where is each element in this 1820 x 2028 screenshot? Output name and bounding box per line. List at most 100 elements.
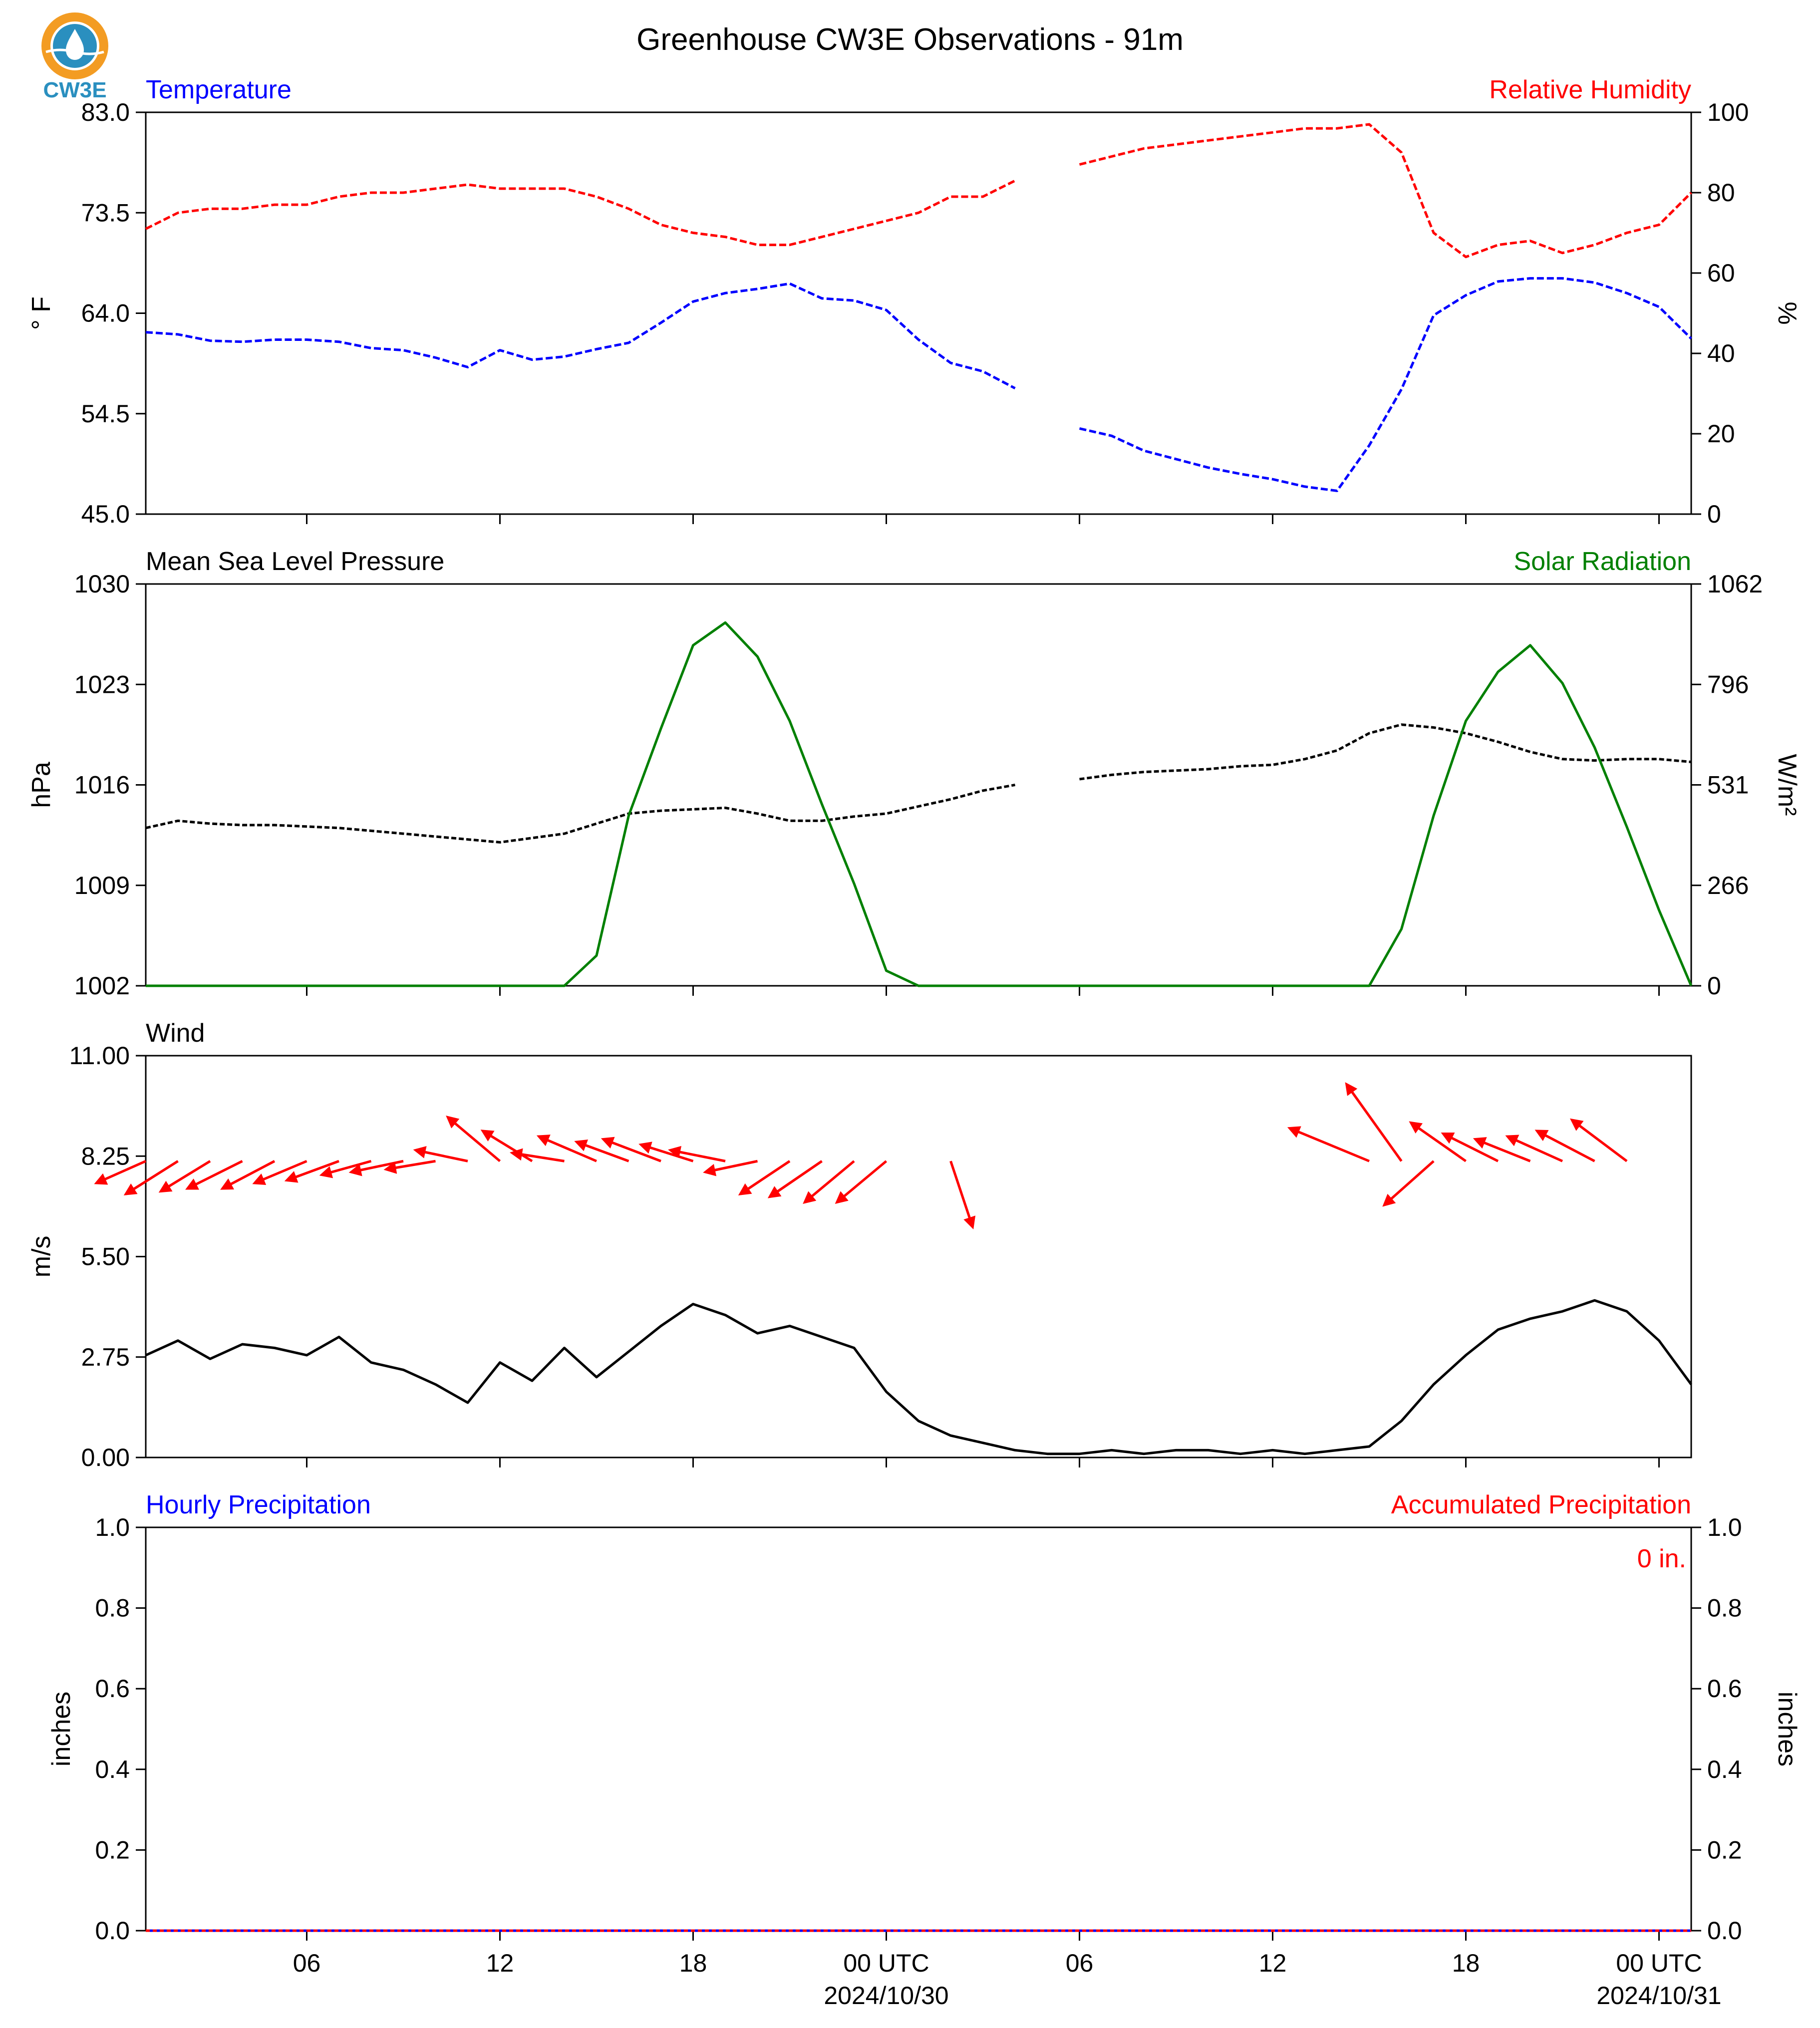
wind-vector-arrow: [123, 1160, 179, 1195]
wind-vector-arrow: [536, 1135, 597, 1162]
precip-total-annotation: 0 in.: [1637, 1544, 1686, 1573]
wind-vector-arrow: [767, 1160, 823, 1198]
wind-vector-arrow: [835, 1160, 888, 1204]
y-tick-label-right: 796: [1707, 670, 1749, 698]
wind-vector-arrow: [383, 1159, 436, 1174]
wind-vector-arrow: [803, 1160, 855, 1204]
x-date-label: 2024/10/30: [824, 1982, 948, 2010]
y-tick-label-left: 8.25: [81, 1142, 130, 1170]
y-axis-label-left: m/s: [27, 1236, 56, 1278]
y-tick-label-left: 5.50: [81, 1243, 130, 1271]
y-tick-label-left: 0.6: [95, 1675, 130, 1703]
series-line-wind-speed: [145, 1299, 1693, 1455]
y-tick-label-right: 60: [1707, 259, 1735, 287]
y-tick-label-right: 0.6: [1707, 1675, 1742, 1703]
y-tick-label-right: 266: [1707, 871, 1749, 899]
panel-title-right: Relative Humidity: [1489, 75, 1691, 104]
y-tick-label-left: 64.0: [81, 299, 130, 327]
chart-panels: 45.0 54.5 64.0 73.5 83.0 0 20 40 60 80 100 Temperat…: [27, 75, 1802, 2010]
panel-title-left: Hourly Precipitation: [146, 1490, 371, 1519]
panel-title-left: Wind: [146, 1019, 205, 1048]
wind-vector-arrow: [1505, 1135, 1563, 1162]
wind-vector-arrow: [668, 1146, 726, 1162]
wind-vector-arrow: [1534, 1130, 1595, 1162]
y-tick-label-left: 1023: [74, 670, 130, 698]
x-tick-label: 12: [486, 1949, 514, 1977]
y-axis-label-right: W/m²: [1773, 754, 1802, 816]
series-line-relative-humidity: [145, 123, 1692, 259]
y-axis-label-right: %: [1773, 301, 1802, 324]
wind-vector-arrow: [574, 1139, 629, 1162]
y-tick-label-right: 100: [1707, 98, 1749, 126]
y-tick-label-right: 0.0: [1707, 1917, 1742, 1945]
wind-vector-arrow: [185, 1160, 243, 1190]
wind-vector-arrow: [446, 1116, 501, 1162]
wind-vector-arrow: [158, 1160, 211, 1193]
logo-text: CW3E: [43, 78, 106, 102]
y-tick-label-right: 531: [1707, 771, 1749, 799]
y-tick-label-left: 1016: [74, 771, 130, 799]
series-line-mean-sea-level-pressure: [145, 723, 1692, 844]
wind-vector-arrow: [1287, 1126, 1370, 1162]
y-tick-label-right: 20: [1707, 420, 1735, 448]
wind-vector-arrow: [638, 1142, 694, 1162]
wind-vector-arrow: [319, 1159, 372, 1178]
y-tick-label-right: 1062: [1707, 570, 1763, 598]
y-tick-label-right: 0: [1707, 972, 1721, 1000]
y-tick-label-right: 0.8: [1707, 1594, 1742, 1622]
wind-vector-arrow: [252, 1159, 307, 1185]
wind-vector-arrow: [413, 1146, 468, 1162]
wind-vector-arrow: [480, 1130, 533, 1162]
wind-vector-arrow: [1409, 1121, 1467, 1162]
wind-vector-arrow: [1473, 1137, 1531, 1162]
x-tick-label: 00 UTC: [1616, 1949, 1702, 1977]
wind-vector-arrow: [738, 1160, 791, 1196]
panel-3: 0.00 2.75 5.50 8.25 11.00 Wind m/s: [27, 1019, 1693, 1471]
y-tick-label-left: 0.00: [81, 1444, 130, 1471]
y-tick-label-left: 73.5: [81, 199, 130, 227]
panel-1: 45.0 54.5 64.0 73.5 83.0 0 20 40 60 80 100 Temperat…: [27, 75, 1802, 528]
y-tick-label-left: 2.75: [81, 1343, 130, 1371]
y-tick-label-left: 1009: [74, 871, 130, 899]
cw3e-logo: CW3E: [41, 12, 108, 102]
y-tick-label-left: 0.8: [95, 1594, 130, 1622]
wind-vector-arrow: [1382, 1160, 1435, 1207]
y-tick-label-left: 1030: [74, 570, 130, 598]
wind-vector-arrow: [220, 1160, 276, 1190]
wind-vector-arrow: [1570, 1118, 1628, 1162]
y-tick-label-left: 1002: [74, 972, 130, 1000]
logo-wave-icon: [45, 48, 104, 55]
wind-vector-arrow: [1441, 1133, 1499, 1162]
logo-ring-icon: [41, 12, 108, 79]
y-tick-label-right: 0.2: [1707, 1836, 1742, 1864]
series-line-temperature: [145, 277, 1692, 492]
x-tick-label: 18: [679, 1949, 707, 1977]
y-axis-label-left: ° F: [27, 296, 56, 330]
y-tick-label-left: 11.00: [69, 1042, 130, 1070]
y-tick-label-right: 0.4: [1707, 1755, 1742, 1783]
y-tick-label-left: 83.0: [81, 98, 130, 126]
y-tick-label-left: 45.0: [81, 500, 130, 528]
y-axis-label-left: hPa: [27, 762, 56, 808]
y-tick-label-left: 54.5: [81, 400, 130, 428]
wind-vector-arrow: [949, 1160, 976, 1229]
wind-vector-arrow: [703, 1159, 758, 1176]
panel-title-right: Accumulated Precipitation: [1391, 1490, 1691, 1519]
wind-vector-arrow: [1345, 1082, 1403, 1162]
panel-title-right: Solar Radiation: [1514, 547, 1691, 576]
y-tick-label-left: 0.2: [95, 1836, 130, 1864]
y-tick-label-left: 0.4: [95, 1755, 130, 1783]
x-tick-label: 18: [1452, 1949, 1480, 1977]
y-tick-label-right: 40: [1707, 339, 1735, 367]
x-tick-label: 00 UTC: [843, 1949, 929, 1977]
x-tick-label: 06: [1066, 1949, 1094, 1977]
wind-vector-arrow: [510, 1148, 565, 1162]
y-tick-label-right: 80: [1707, 179, 1735, 207]
y-tick-label-right: 1.0: [1707, 1513, 1742, 1541]
y-tick-label-left: 1.0: [95, 1513, 130, 1541]
y-axis-label-right: inches: [1773, 1692, 1802, 1766]
x-tick-label: 06: [293, 1949, 321, 1977]
panel-title-left: Mean Sea Level Pressure: [146, 547, 444, 576]
x-tick-label: 12: [1259, 1949, 1287, 1977]
